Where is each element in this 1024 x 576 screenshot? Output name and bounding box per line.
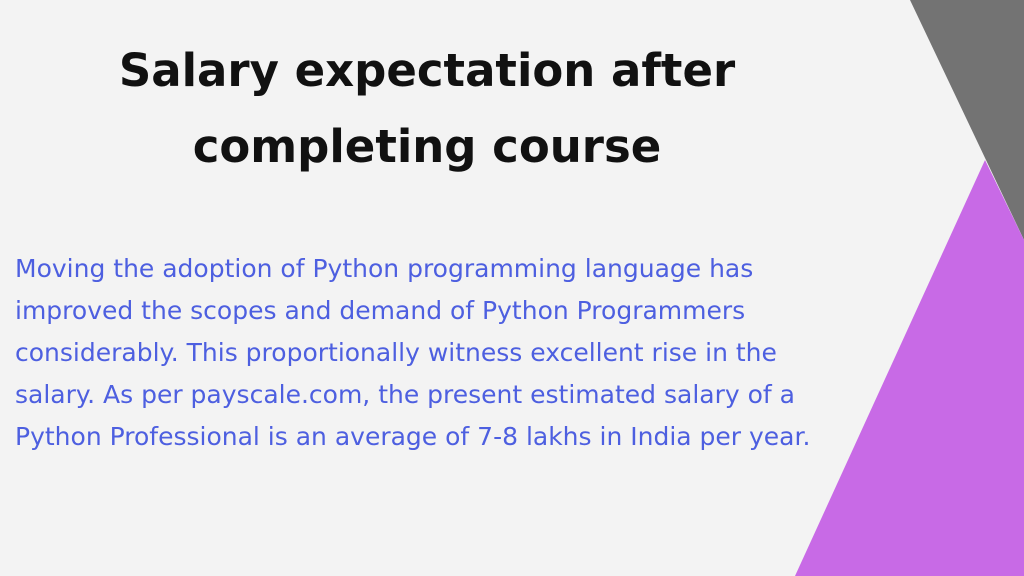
gray-triangle [910, 0, 1024, 240]
body-line: Python Professional is an average of 7-8… [15, 422, 810, 451]
body-line: improved the scopes and demand of Python… [15, 296, 745, 325]
body-line: Moving the adoption of Python programmin… [15, 254, 753, 283]
body-line: salary. As per payscale.com, the present… [15, 380, 795, 409]
body-line: considerably. This proportionally witnes… [15, 338, 777, 367]
title-line: completing course [193, 120, 662, 173]
purple-shape [795, 160, 1024, 576]
title-line: Salary expectation after [119, 44, 736, 97]
